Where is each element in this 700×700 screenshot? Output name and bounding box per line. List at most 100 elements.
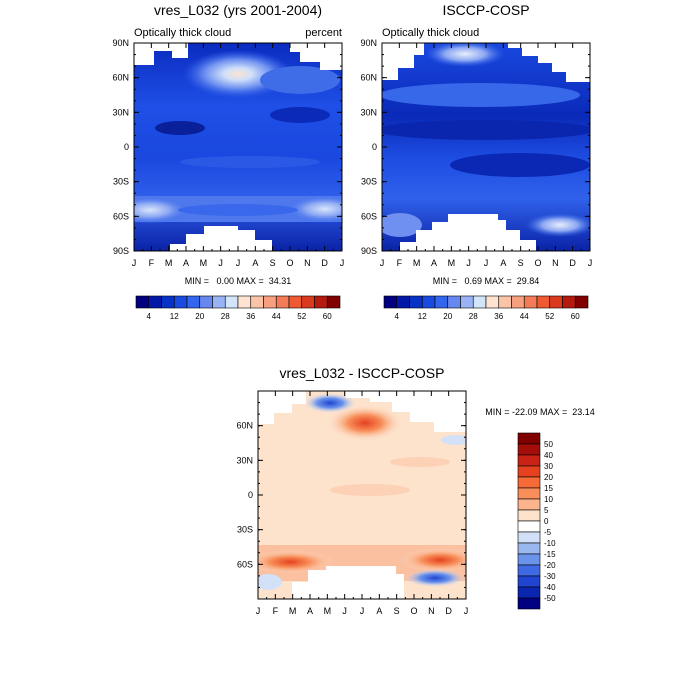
x-tick-label: J [464, 606, 469, 616]
x-tick-label: S [394, 606, 400, 616]
x-tick-label: J [342, 606, 347, 616]
x-tick-label: A [376, 606, 382, 616]
y-tick-label: 30S [237, 525, 253, 535]
colorbar-swatch [517, 553, 541, 566]
colorbar-label: 52 [297, 312, 306, 321]
x-tick-label: D [321, 258, 328, 268]
colorbar-label: 20 [544, 473, 553, 482]
x-tick-label: S [518, 258, 524, 268]
colorbar-swatch [135, 295, 150, 309]
x-tick-label: A [500, 258, 506, 268]
x-tick-label: J [218, 258, 223, 268]
y-tick-label: 0 [372, 142, 377, 152]
colorbar-swatch [517, 531, 541, 544]
panel1-title: vres_L032 (yrs 2001-2004) [154, 2, 322, 18]
panel1-field [134, 43, 342, 251]
colorbar-label: -10 [544, 539, 556, 548]
colorbar-swatch [536, 295, 551, 309]
colorbar-label: 20 [443, 312, 452, 321]
x-tick-label: D [445, 606, 452, 616]
colorbar-swatch [447, 295, 461, 309]
panel2-subtitle-left: Optically thick cloud [382, 27, 479, 39]
colorbar-swatch [485, 295, 500, 309]
colorbar-swatch [224, 295, 239, 309]
colorbar-label: 12 [170, 312, 179, 321]
colorbar-swatch [434, 295, 449, 309]
colorbar-label: 5 [544, 506, 549, 515]
y-tick-label: 30N [360, 107, 377, 117]
colorbar-swatch [517, 443, 541, 456]
colorbar-swatch [263, 295, 277, 309]
colorbar-label: 50 [544, 440, 553, 449]
colorbar-swatch [523, 295, 538, 309]
x-tick-label: A [307, 606, 313, 616]
colorbar-label: 12 [418, 312, 427, 321]
colorbar-label: 20 [195, 312, 204, 321]
colorbar-swatch [250, 295, 264, 309]
y-tick-label: 30S [113, 177, 129, 187]
colorbar-label: 30 [544, 462, 553, 471]
colorbar-label: 15 [544, 484, 553, 493]
colorbar-swatch [517, 454, 541, 467]
colorbar-label: 0 [544, 517, 549, 526]
x-tick-label: N [304, 258, 311, 268]
colorbar-label: -30 [544, 572, 556, 581]
colorbar-swatch [517, 476, 541, 489]
y-tick-label: 30N [112, 107, 129, 117]
y-tick-label: 90N [360, 38, 377, 48]
colorbar-label: -5 [544, 528, 552, 537]
colorbar-swatch [517, 586, 541, 599]
colorbar-swatch [517, 520, 541, 533]
colorbar-swatch [199, 295, 213, 309]
x-tick-label: F [397, 258, 403, 268]
colorbar-swatch [517, 487, 541, 500]
y-tick-label: 0 [124, 142, 129, 152]
colorbar-swatch [574, 295, 589, 309]
y-tick-label: 60N [360, 73, 377, 83]
x-tick-label: M [448, 258, 456, 268]
x-tick-label: M [200, 258, 208, 268]
colorbar-swatch [173, 295, 188, 309]
colorbar-swatch [511, 295, 525, 309]
colorbar-label: 10 [544, 495, 553, 504]
colorbar-swatch [472, 295, 487, 309]
colorbar-swatch [517, 575, 541, 588]
x-tick-label: O [534, 258, 541, 268]
colorbar-swatch [517, 564, 541, 577]
colorbar-swatch [301, 295, 315, 309]
colorbar-label: 44 [272, 312, 281, 321]
colorbar-swatch [237, 295, 252, 309]
y-tick-label: 60N [112, 73, 129, 83]
colorbar-label: 52 [545, 312, 554, 321]
y-tick-label: 90S [113, 246, 129, 256]
colorbar-label: 4 [147, 312, 152, 321]
y-tick-label: 0 [248, 490, 253, 500]
axis-ticks [133, 42, 591, 599]
x-tick-label: O [286, 258, 293, 268]
colorbar-swatch [421, 295, 436, 309]
colorbar-swatch [275, 295, 290, 309]
x-tick-label: J [588, 258, 593, 268]
panel2-stats: MIN = 0.69 MAX = 29.84 [433, 276, 540, 286]
colorbar-label: 44 [520, 312, 529, 321]
x-tick-label: J [236, 258, 241, 268]
colorbar-label: 60 [571, 312, 580, 321]
colorbar-label: 28 [221, 312, 230, 321]
y-tick-label: 90N [112, 38, 129, 48]
colorbar-swatch [517, 597, 541, 610]
x-tick-label: A [183, 258, 189, 268]
panel1-subtitle-left: Optically thick cloud [134, 27, 231, 39]
x-tick-label: N [552, 258, 559, 268]
x-tick-label: J [466, 258, 471, 268]
colorbar-swatch [409, 295, 423, 309]
colorbar-label: 36 [246, 312, 255, 321]
colorbar-swatch [288, 295, 303, 309]
x-tick-label: A [252, 258, 258, 268]
x-tick-label: A [431, 258, 437, 268]
panel1-stats: MIN = 0.00 MAX = 34.31 [185, 276, 292, 286]
x-tick-label: M [324, 606, 332, 616]
y-tick-label: 90S [361, 246, 377, 256]
panel3-field [258, 391, 466, 599]
colorbar-swatch [383, 295, 398, 309]
